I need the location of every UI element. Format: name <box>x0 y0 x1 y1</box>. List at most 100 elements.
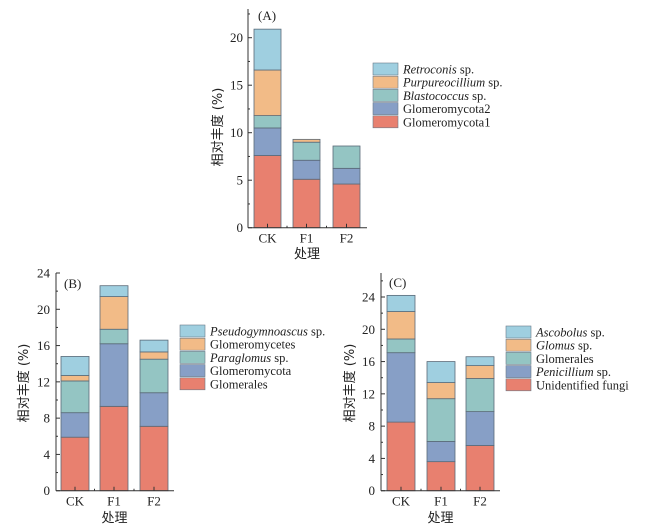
bar-segment-f2-3 <box>139 358 169 394</box>
bar-segment-ck-4 <box>386 311 416 340</box>
x-axis-title: 处理 <box>294 247 320 262</box>
y-tick-label: 24 <box>37 266 51 281</box>
legend-label: Glomeromycetes <box>210 338 296 352</box>
x-tick-label: CK <box>66 494 85 509</box>
chart-panel-1: CK F1 F2 0 5 10 15 20 (A) 相对丰度 (%) 处理 Retroconis sp… <box>210 8 503 262</box>
x-tick-label: F1 <box>434 494 448 509</box>
bar-segment-ck-4 <box>60 375 90 382</box>
legend-swatch <box>179 351 206 364</box>
x-tick-label: F1 <box>300 231 314 246</box>
bar-segment-f1-3 <box>292 141 321 161</box>
legend-label: Glomus sp. <box>536 339 592 353</box>
bar-segment-f2-4 <box>465 365 495 379</box>
bar-segment-ck-2 <box>253 127 282 156</box>
legend-label: Purpureocillium sp. <box>402 76 503 90</box>
bar-segment-f1-1 <box>292 178 321 229</box>
legend-swatch <box>505 325 532 339</box>
x-tick-label: CK <box>258 231 277 246</box>
bar-segment-ck-1 <box>253 155 282 229</box>
y-tick-label: 12 <box>37 374 50 389</box>
bar-segment-f1-4 <box>426 382 456 400</box>
y-axis-title: 相对丰度 (%) <box>210 88 226 167</box>
bar-segment-f1-2 <box>292 159 321 180</box>
y-tick-label: 15 <box>230 78 243 93</box>
y-tick-label: 24 <box>362 290 376 305</box>
legend: Ascobolus sp.Glomus sp.GlomeralesPenicil… <box>505 325 629 392</box>
bar-segment-f2-1 <box>139 425 169 492</box>
bar-segment-f1-5 <box>426 361 456 383</box>
x-axis-title: 处理 <box>427 511 453 526</box>
panel-label: (A) <box>258 8 276 23</box>
bar-segment-ck-2 <box>386 352 416 423</box>
bar-segment-f2-4 <box>139 351 169 360</box>
legend-swatch <box>372 102 399 115</box>
bar-segment-ck-5 <box>60 356 90 376</box>
legend-label: Blastococcus sp. <box>403 89 486 103</box>
bar-segment-f1-2 <box>426 441 456 463</box>
chart-panel-3: CK F1 F2 0 4 8 12 16 20 24 (C) 相对丰度 (%) 处理 Ascobolus … <box>342 273 629 526</box>
legend-label: Penicillium sp. <box>535 365 611 379</box>
legend-swatch <box>505 365 532 378</box>
x-tick-label: CK <box>392 494 411 509</box>
y-tick-label: 0 <box>369 483 376 498</box>
y-tick-label: 5 <box>237 173 244 188</box>
bar-segment-ck-3 <box>60 380 90 414</box>
bar-segment-ck-5 <box>386 294 416 312</box>
legend-label: Paraglomus sp. <box>209 351 289 365</box>
legend-swatch <box>372 115 399 129</box>
bar-segment-f1-1 <box>99 405 129 492</box>
y-tick-label: 16 <box>362 354 376 369</box>
legend-swatch <box>372 75 399 89</box>
bar-segment-f2-3 <box>332 145 361 169</box>
bar-segment-ck-5 <box>253 28 282 71</box>
bar-segment-f2-1 <box>465 445 495 492</box>
legend-label: Retroconis sp. <box>402 63 474 77</box>
x-tick-label: F2 <box>147 494 161 509</box>
legend: Pseudogymnoascus sp.GlomeromycetesParagl… <box>179 324 325 391</box>
bar-segment-ck-3 <box>386 338 416 354</box>
y-axis-title: 相对丰度 (%) <box>342 344 358 423</box>
x-tick-label: F1 <box>107 494 121 509</box>
y-tick-label: 20 <box>230 30 243 45</box>
bar-segment-f2-2 <box>465 411 495 446</box>
panel-label: (C) <box>389 275 406 290</box>
y-tick-label: 4 <box>369 451 376 466</box>
legend-label: Glomerales <box>210 377 268 391</box>
y-axis-title: 相对丰度 (%) <box>16 344 32 423</box>
x-tick-label: F2 <box>340 231 354 246</box>
bar-segment-f2-3 <box>465 378 495 413</box>
y-tick-label: 20 <box>37 302 50 317</box>
legend: Retroconis sp.Purpureocillium sp.Blastoc… <box>372 63 503 129</box>
bar-segment-f1-1 <box>426 461 456 492</box>
legend-swatch <box>179 377 206 391</box>
legend-swatch <box>179 324 206 338</box>
chart-panel-2: CK F1 F2 0 4 8 12 16 20 24 (B) 相对丰度 (%) 处理 Pseudogymn… <box>16 266 325 527</box>
x-axis-title: 处理 <box>101 511 127 526</box>
bar-segment-f1-5 <box>99 285 129 297</box>
y-tick-label: 8 <box>44 411 51 426</box>
bar-segment-f2-5 <box>465 356 495 367</box>
bar-segment-f2-2 <box>332 167 361 185</box>
legend-swatch <box>505 338 532 352</box>
legend-swatch <box>505 378 532 392</box>
panel-label: (B) <box>64 276 81 291</box>
y-tick-label: 0 <box>237 220 244 235</box>
bar-segment-ck-1 <box>60 436 90 492</box>
bar-segment-f1-4 <box>292 138 321 143</box>
legend-swatch <box>505 352 532 365</box>
x-tick-label: F2 <box>473 494 487 509</box>
bar-segment-ck-3 <box>253 115 282 129</box>
legend-label: Glomerales <box>536 352 594 366</box>
bar-segment-f1-4 <box>99 296 129 330</box>
legend-label: Ascobolus sp. <box>535 326 605 340</box>
legend-swatch <box>179 337 206 351</box>
bar-segment-ck-4 <box>253 69 282 116</box>
bar-segment-ck-1 <box>386 421 416 492</box>
bar-segment-f1-2 <box>99 343 129 407</box>
y-tick-label: 10 <box>230 125 243 140</box>
bar-segment-f2-2 <box>139 392 169 427</box>
bar-segment-f2-1 <box>332 183 361 229</box>
bar-segment-f1-3 <box>426 398 456 442</box>
y-tick-label: 12 <box>362 386 375 401</box>
